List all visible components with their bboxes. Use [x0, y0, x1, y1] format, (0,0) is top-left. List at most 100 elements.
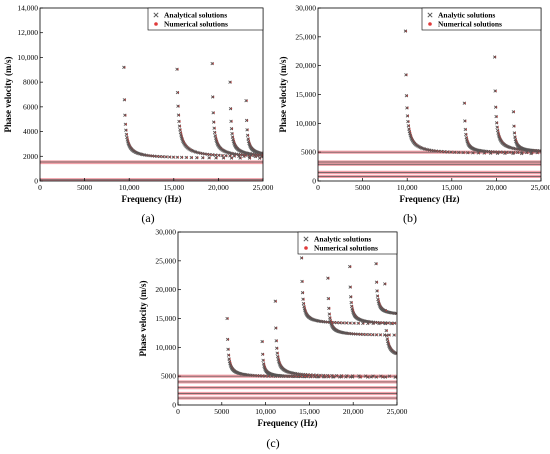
x-tick-label: 15,000 [441, 183, 462, 192]
y-tick-label: 10,000 [17, 53, 38, 62]
plot-area [40, 18, 263, 181]
analytic-point-m6-37 [392, 321, 397, 325]
analytic-point-m4-34 [335, 320, 339, 325]
y-tick-label: 20,000 [155, 285, 176, 294]
legend-box [421, 7, 542, 31]
plot-area [318, 29, 541, 178]
analytic-point-m3-40 [330, 373, 334, 378]
analytic-point-m6-4 [349, 304, 354, 308]
analytic-point-m2-34 [295, 374, 300, 379]
analytic-point-m2-1 [175, 67, 179, 71]
analytic-point-m3-3 [274, 346, 279, 350]
analytic-point-m4-39 [352, 321, 356, 325]
analytic-point-m1-40 [461, 150, 465, 155]
analytic-point-m2-4 [176, 113, 181, 117]
analytic-point-m3-45 [357, 374, 361, 378]
x-axis-label: Frequency (Hz) [121, 194, 181, 204]
analytic-point-m2-41 [524, 150, 529, 155]
analytic-point-m1-39 [457, 150, 461, 155]
analytic-point-m1-35 [442, 150, 447, 154]
y-tick-label: 0 [312, 177, 316, 186]
analytic-point-m1-38 [171, 155, 175, 159]
y-tick-label: 5000 [301, 148, 316, 157]
x-tick-label: 0 [316, 183, 320, 192]
analytic-point-m4-3 [301, 297, 305, 301]
legend-numerical-label: Numerical solutions [164, 20, 228, 29]
analytic-point-m2-35 [501, 150, 505, 154]
analytic-point-m3-42 [339, 374, 344, 378]
analytic-point-m2-39 [228, 154, 232, 158]
x-tick-label: 15,000 [163, 183, 184, 192]
analytic-point-m4-37 [344, 321, 349, 325]
analytic-point-m3-2 [274, 339, 278, 343]
analytic-point-m1-6 [406, 124, 411, 128]
analytic-point-m2-32 [205, 152, 209, 156]
y-tick-label: 14,000 [17, 4, 38, 13]
analytic-point-m5-2 [327, 306, 331, 311]
analytic-point-m1-7 [407, 127, 411, 131]
analytic-point-m3-0 [273, 299, 277, 303]
analytic-point-m1-45 [207, 156, 211, 160]
analytic-point-m1-0 [225, 316, 229, 321]
analytic-point-m2-36 [216, 153, 221, 157]
plot-area [178, 256, 397, 400]
x-tick-label: 20,000 [343, 407, 364, 416]
analytic-point-m6-2 [348, 295, 353, 299]
analytic-point-m3-35 [311, 373, 316, 377]
analytic-point-m3-43 [345, 374, 349, 378]
analytic-point-m3-4 [494, 121, 499, 125]
y-tick-label: 0 [172, 401, 176, 410]
analytic-point-m3-5 [275, 354, 280, 359]
y-axis-label: Phase velocity (m/s) [3, 57, 13, 133]
analytic-point-m1-47 [221, 156, 226, 160]
analytic-point-m3-2 [211, 111, 215, 115]
legend-analytic-label: Analytical solutions [164, 11, 227, 20]
chart-panel-c: 0 5000 10,000 15,000 20,000 25,000 0 5000 10,000… [138, 228, 408, 451]
analytic-point-m4-3 [513, 135, 517, 139]
x-tick-label: 10,000 [397, 183, 418, 192]
analytic-point-m3-34 [308, 373, 313, 377]
analytic-point-m1-43 [195, 155, 199, 160]
analytic-point-m2-3 [261, 362, 266, 366]
x-tick-label: 5000 [77, 183, 92, 192]
legend-analytic-marker [303, 236, 309, 242]
analytic-point-m1-38 [453, 150, 457, 154]
analytic-point-m7-27 [394, 311, 397, 316]
analytic-point-m1-35 [263, 374, 268, 378]
y-tick-label: 10,000 [295, 119, 316, 128]
legend-numerical-label: Numerical solutions [438, 20, 502, 29]
analytic-point-m1-2 [123, 113, 127, 117]
legend-numerical-marker [428, 22, 432, 26]
analytic-point-m6-33 [380, 321, 385, 325]
analytic-point-m4-4 [230, 131, 234, 136]
legend-analytic-marker [427, 12, 433, 18]
plot-frame [317, 7, 542, 182]
analytic-point-m2-40 [520, 150, 524, 155]
analytic-point-m5-35 [364, 332, 368, 337]
analytic-point-m2-35 [298, 374, 303, 379]
analytic-point-m8-20 [394, 351, 397, 356]
analytic-point-m4-36 [341, 321, 345, 325]
legend-box [297, 231, 398, 255]
analytic-point-m3-49 [387, 374, 392, 378]
x-tick-label: 25,000 [531, 183, 550, 192]
y-axis-label: Phase velocity (m/s) [278, 57, 288, 133]
panel-label: (c) [266, 436, 279, 450]
x-tick-label: 5000 [355, 183, 370, 192]
x-tick-label: 5000 [214, 407, 229, 416]
analytic-point-m7-4 [376, 297, 380, 302]
x-tick-label: 20,000 [486, 183, 507, 192]
chart-panel-a: 0 5000 10,000 15,000 20,000 25,000 0 2000 4000 60… [3, 4, 274, 226]
analytic-point-m1-34 [439, 149, 444, 154]
analytic-point-m1-1 [404, 73, 408, 77]
analytic-point-m3-6 [495, 128, 500, 133]
analytic-point-m1-3 [123, 122, 128, 126]
analytic-point-m4-5 [230, 135, 235, 139]
analytic-point-m1-33 [155, 154, 159, 159]
y-tick-label: 0 [34, 177, 38, 186]
analytic-point-m2-1 [463, 119, 467, 123]
analytic-point-m5-0 [326, 276, 330, 280]
x-tick-label: 15,000 [299, 407, 320, 416]
analytic-point-m2-35 [213, 153, 218, 157]
